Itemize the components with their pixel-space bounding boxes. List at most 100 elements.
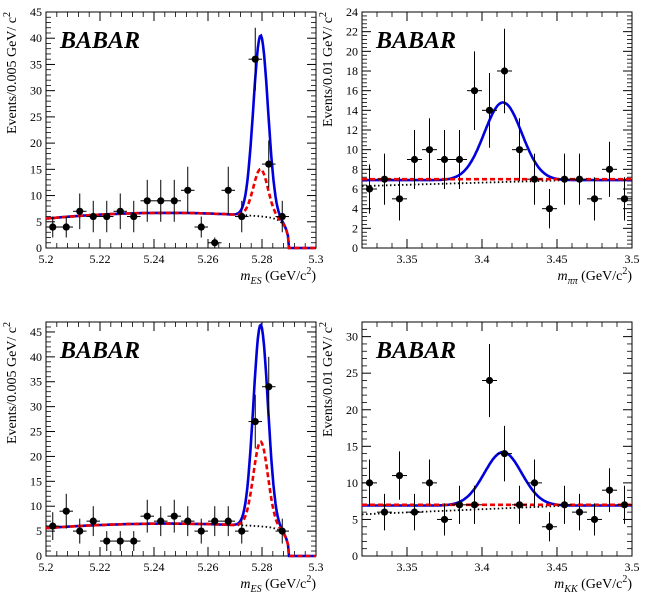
chart-panel-4: 0 5 10 15 20 25 30 3.35 3.4 3.45 3.5 BABAR mKK (GeV/… [318, 321, 640, 592]
data-point [278, 527, 286, 535]
data-point [265, 383, 273, 391]
y-tick-label: 40 [30, 31, 42, 45]
data-point [211, 239, 219, 247]
background-fit-curve [362, 504, 632, 516]
data-point [575, 508, 584, 516]
data-point [76, 207, 84, 215]
data-point [620, 195, 629, 203]
data-point [395, 195, 404, 203]
data-point [170, 197, 178, 205]
data-point [605, 165, 614, 173]
y-tick-label: 0 [352, 241, 358, 255]
x-axis-label: mππ (GeV/c2) [557, 266, 632, 287]
data-point [76, 527, 84, 535]
y-tick-label: 15 [30, 474, 42, 488]
data-point [157, 197, 165, 205]
y-tick-label: 20 [30, 449, 42, 463]
background-fit-curve [45, 211, 316, 249]
y-tick-label: 22 [346, 25, 358, 39]
y-tick-label: 20 [346, 44, 358, 58]
y-tick-label: 10 [346, 476, 358, 490]
data-point [157, 517, 165, 525]
y-tick-label: 16 [346, 84, 358, 98]
data-point [265, 160, 273, 168]
data-point [455, 155, 464, 164]
y-axis-label: Events/0.005 GeV/ c2 [2, 322, 20, 444]
data-point [89, 517, 97, 525]
x-tick-label: 3.45 [547, 560, 568, 574]
data-point [238, 212, 246, 221]
babar-logo: BABAR [59, 28, 140, 54]
data-point [251, 417, 259, 426]
y-tick-label: 5 [36, 215, 42, 229]
data-point [470, 501, 479, 509]
x-tick-label: 3.5 [625, 252, 640, 266]
data-point [410, 508, 419, 516]
data-point [605, 486, 614, 494]
y-tick-label: 0 [352, 549, 358, 563]
data-point [103, 537, 111, 545]
y-tick-label: 20 [346, 403, 358, 417]
y-tick-label: 4 [352, 202, 358, 216]
x-tick-label: 3.45 [547, 252, 568, 266]
data-point [560, 175, 569, 183]
x-tick-label: 3.4 [475, 560, 490, 574]
data-point [440, 155, 449, 164]
y-tick-label: 15 [346, 439, 358, 453]
y-tick-label: 8 [352, 162, 358, 176]
y-axis-label: Events/0.01 GeV/ c2 [318, 12, 336, 127]
y-tick-label: 45 [30, 325, 42, 339]
x-tick-label: 5.2 [39, 252, 54, 266]
y-tick-label: 5 [36, 524, 42, 538]
total-fit-curve [362, 101, 632, 182]
data-point [62, 223, 70, 231]
y-tick-label: 2 [352, 221, 358, 235]
data-point [530, 175, 539, 183]
y-tick-label: 10 [30, 499, 42, 513]
peaking-background-curve [45, 440, 316, 558]
data-point [49, 223, 57, 231]
data-point [545, 523, 554, 531]
y-tick-label: 12 [346, 123, 358, 137]
background-fit-curve [45, 522, 316, 557]
data-point [170, 512, 178, 520]
chart-panel-1: 0 5 10 15 20 25 30 35 40 45 5.2 5.22 5.24 5.26 5.28 5.3… [2, 5, 324, 287]
data-point [530, 479, 539, 487]
data-point [590, 195, 599, 203]
data-point [515, 146, 524, 154]
y-tick-label: 6 [352, 182, 358, 196]
x-tick-label: 5.24 [144, 252, 165, 266]
data-point [380, 175, 389, 183]
data-point [116, 537, 124, 545]
data-point [485, 106, 494, 114]
babar-logo: BABAR [375, 338, 456, 364]
x-tick-label: 5.2 [39, 560, 54, 574]
total-fit-curve [362, 450, 632, 507]
data-point [620, 501, 629, 509]
x-axis-label: mKK (GeV/c2) [554, 574, 632, 592]
y-tick-label: 30 [346, 330, 358, 344]
y-tick-label: 18 [346, 64, 358, 78]
data-point [425, 479, 434, 487]
babar-logo: BABAR [59, 338, 140, 364]
y-tick-label: 25 [30, 425, 42, 439]
y-tick-label: 10 [346, 143, 358, 157]
data-point [365, 479, 374, 487]
y-tick-label: 25 [30, 110, 42, 124]
x-axis-label: mES (GeV/c2) [240, 266, 316, 287]
data-point [224, 517, 232, 525]
x-tick-label: 5.28 [252, 560, 273, 574]
x-tick-label: 5.24 [144, 560, 165, 574]
x-axis-label: mES (GeV/c2) [240, 574, 316, 592]
data-point [365, 185, 374, 193]
y-tick-label: 35 [30, 375, 42, 389]
x-tick-label: 5.22 [90, 252, 111, 266]
x-tick-label: 5.3 [309, 560, 324, 574]
x-tick-label: 5.28 [252, 252, 273, 266]
data-point [197, 223, 205, 231]
x-tick-label: 3.5 [625, 560, 640, 574]
data-point [380, 508, 389, 516]
data-point [485, 376, 494, 385]
